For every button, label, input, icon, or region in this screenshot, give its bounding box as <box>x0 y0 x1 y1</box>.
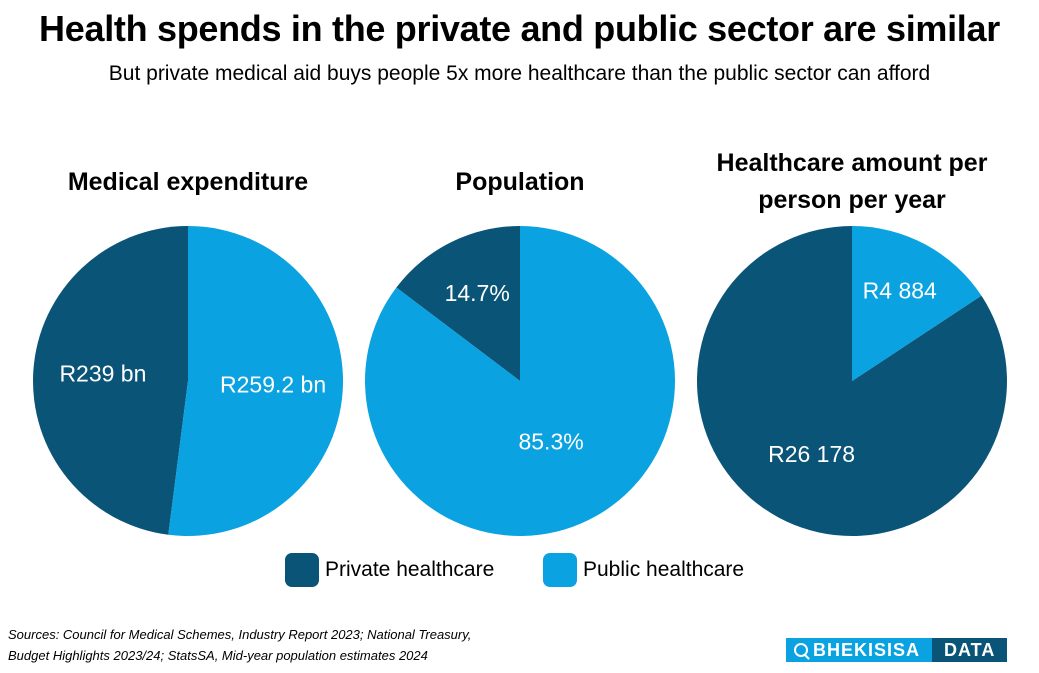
pie-title-population: Population <box>455 168 585 196</box>
pie-0-slice-public <box>168 225 344 536</box>
pie-0-label-private: R239 bn <box>59 361 146 387</box>
source-note: Sources: Council for Medical Schemes, In… <box>8 624 471 666</box>
magnifier-icon <box>794 643 808 657</box>
pie-2-slice-public <box>852 226 982 381</box>
legend-label-public: Public healthcare <box>583 558 745 581</box>
logo-text-right: DATA <box>932 638 1008 662</box>
pie-1-slice-private <box>396 226 520 381</box>
legend-swatch-public <box>543 553 577 587</box>
pie-2-label-public: R4 884 <box>863 277 937 303</box>
pie-1-label-private: 14.7% <box>445 280 510 306</box>
pie-0-slice-private <box>33 226 188 535</box>
pie-title-medical-expenditure: Medical expenditure <box>67 168 309 196</box>
chart-title: Health spends in the private and public … <box>39 8 1000 49</box>
legend-label-private: Private healthcare <box>325 558 495 581</box>
pie-2-slice-private <box>696 226 1007 536</box>
legend-swatch-private <box>285 553 319 587</box>
pie-1-label-public: 85.3% <box>518 429 583 455</box>
legend-item-private: Private healthcare <box>285 552 494 588</box>
pie-2-label-private: R26 178 <box>768 441 855 467</box>
logo-text-left: BHEKISISA <box>813 640 921 660</box>
legend-item-public: Public healthcare <box>543 552 744 588</box>
bhekisisa-logo: BHEKISISA DATA <box>786 638 1008 662</box>
pie-0-label-public: R259.2 bn <box>220 372 326 398</box>
chart-subtitle: But private medical aid buys people 5x m… <box>108 62 931 85</box>
source-line-1: Sources: Council for Medical Schemes, In… <box>8 627 472 642</box>
pie-1-slice-public <box>365 226 676 537</box>
source-line-2: Budget Highlights 2023/24; StatsSA, Mid-… <box>8 648 428 663</box>
pie-title-healthcare-per-person: Healthcare amount per person per year <box>716 149 988 214</box>
